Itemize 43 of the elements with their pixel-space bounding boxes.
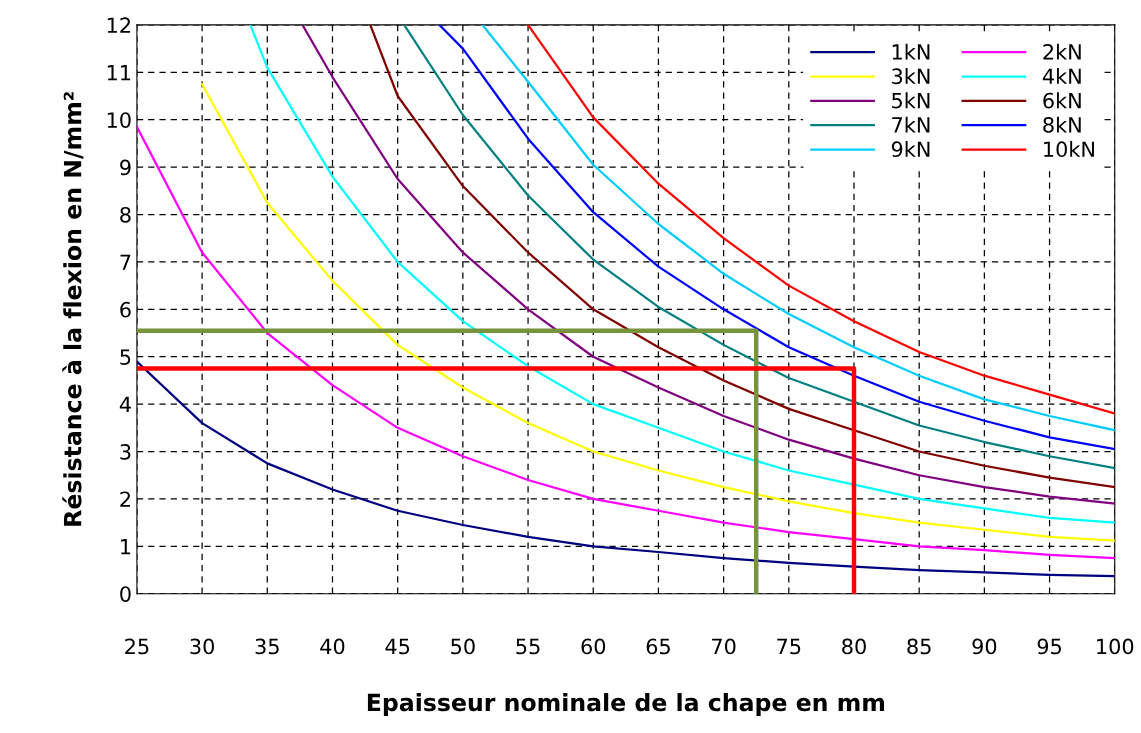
x-tick-label: 60 (581, 638, 606, 655)
x-tick-label: 95 (1037, 638, 1061, 655)
legend-label: 2kN (1043, 43, 1081, 60)
legend-label: 1kN (892, 43, 930, 60)
y-tick-label: 9 (120, 159, 131, 176)
y-tick-label: 8 (120, 206, 131, 223)
line-series (136, 360, 1115, 578)
legend-label: 9kN (891, 140, 930, 158)
y-tick-label: 5 (120, 349, 131, 365)
legend-label: 10kN (1044, 140, 1094, 158)
legend-label: 7kN (892, 116, 930, 133)
y-tick-label: 0 (120, 586, 131, 602)
legend-label: 3kN (892, 68, 930, 85)
y-tick-label: 12 (107, 17, 130, 33)
legend-label: 8kN (1043, 116, 1081, 133)
x-tick-label: 35 (255, 638, 279, 655)
legend-label: 6kN (1043, 92, 1081, 109)
x-axis-title: Epaisseur nominale de la chape en mm (367, 693, 885, 716)
y-tick-label: 2 (120, 491, 130, 507)
y-tick-label: 7 (120, 254, 131, 270)
x-tick-label: 45 (385, 638, 410, 655)
x-tick-label: 75 (777, 638, 801, 655)
y-tick-label: 11 (107, 65, 131, 81)
x-tick-label: 30 (190, 638, 214, 655)
x-tick-label: 100 (1097, 638, 1134, 655)
legend-label: 5kN (892, 92, 930, 109)
x-tick-label: 25 (125, 638, 149, 655)
x-tick-label: 65 (646, 638, 670, 655)
x-tick-label: 55 (516, 638, 540, 655)
x-tick-label: 90 (972, 638, 997, 655)
y-tick-label: 3 (120, 443, 131, 460)
y-tick-label: 6 (120, 301, 131, 318)
x-tick-label: 85 (907, 638, 931, 655)
y-axis-title: Résistance à la flexion en N/mm² (62, 92, 84, 526)
x-tick-label: 40 (320, 638, 345, 655)
y-tick-label: 10 (107, 112, 131, 128)
line-series (201, 83, 1115, 542)
x-tick-label: 80 (842, 638, 866, 655)
y-tick-label: 1 (121, 539, 131, 555)
legend-label: 4kN (1042, 68, 1081, 84)
x-tick-label: 70 (712, 638, 736, 655)
y-tick-label: 4 (119, 396, 131, 413)
x-tick-label: 50 (451, 638, 475, 655)
